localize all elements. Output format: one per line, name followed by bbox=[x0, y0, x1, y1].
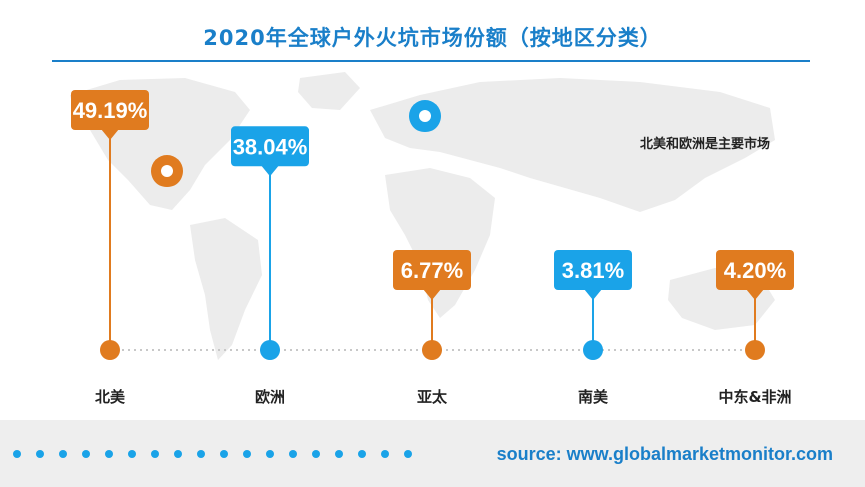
data-point bbox=[260, 340, 280, 360]
map-south-america bbox=[190, 218, 262, 360]
footer-bar: source: www.globalmarketmonitor.com bbox=[0, 420, 865, 487]
footer-dot bbox=[381, 450, 389, 458]
data-point bbox=[583, 340, 603, 360]
footer-dot bbox=[243, 450, 251, 458]
data-label: 6.77% bbox=[401, 258, 463, 283]
region-marker: 49.19% 北美 bbox=[71, 90, 149, 406]
pin-icon-hole bbox=[161, 165, 173, 177]
map-greenland bbox=[298, 72, 360, 110]
footer-dot bbox=[151, 450, 159, 458]
region-marker: 6.77% 亚太 bbox=[393, 250, 471, 406]
footer-dot bbox=[358, 450, 366, 458]
data-label: 3.81% bbox=[562, 258, 624, 283]
category-label: 南美 bbox=[578, 388, 609, 406]
data-point bbox=[422, 340, 442, 360]
footer-dot bbox=[335, 450, 343, 458]
footer-dot bbox=[266, 450, 274, 458]
footer-dot bbox=[59, 450, 67, 458]
source-text: source: www.globalmarketmonitor.com bbox=[496, 444, 833, 464]
region-marker: 38.04% 欧洲 bbox=[231, 126, 309, 406]
value-label-pointer bbox=[746, 289, 764, 300]
value-label-box bbox=[393, 250, 471, 290]
value-label-box bbox=[231, 126, 309, 167]
footer-dot bbox=[220, 450, 228, 458]
value-label-pointer bbox=[423, 289, 441, 300]
value-label-pointer bbox=[261, 165, 279, 177]
category-label: 中东&非洲 bbox=[718, 388, 791, 406]
title-underline bbox=[52, 60, 810, 62]
footer-dot bbox=[312, 450, 320, 458]
data-point bbox=[100, 340, 120, 360]
category-label: 北美 bbox=[95, 388, 126, 406]
footer-dot bbox=[36, 450, 44, 458]
value-label-pointer bbox=[101, 129, 119, 140]
category-label: 亚太 bbox=[417, 388, 448, 406]
annotation-text: 北美和欧洲是主要市场 bbox=[640, 136, 770, 152]
value-label-box bbox=[71, 90, 149, 130]
region-marker: 3.81% 南美 bbox=[554, 250, 632, 406]
pin-icon-hole bbox=[419, 110, 431, 122]
footer-dot bbox=[289, 450, 297, 458]
map-africa bbox=[385, 168, 495, 318]
footer-dot bbox=[128, 450, 136, 458]
pin-marker bbox=[409, 100, 441, 132]
footer-dot-row bbox=[13, 450, 412, 458]
data-label: 38.04% bbox=[233, 134, 308, 159]
footer-dot bbox=[82, 450, 90, 458]
value-label-pointer bbox=[584, 289, 602, 300]
value-label-box bbox=[554, 250, 632, 290]
value-label-box bbox=[716, 250, 794, 290]
chart-title: 2020年全球户外火坑市场份额（按地区分类） bbox=[203, 26, 662, 50]
data-label: 4.20% bbox=[724, 258, 786, 283]
pin-marker bbox=[151, 155, 183, 187]
category-label: 欧洲 bbox=[255, 388, 285, 406]
region-marker: 4.20% 中东&非洲 bbox=[716, 250, 794, 406]
footer-dot bbox=[197, 450, 205, 458]
footer-dot bbox=[404, 450, 412, 458]
chart-area: 49.19% 北美 38.04% 欧洲 6.77% 亚太 3.81% 南美 4.20% 中东&非洲… bbox=[70, 72, 794, 406]
footer-dot bbox=[13, 450, 21, 458]
map-eurasia bbox=[370, 78, 775, 212]
footer-dot bbox=[174, 450, 182, 458]
data-point bbox=[745, 340, 765, 360]
footer-dot bbox=[105, 450, 113, 458]
data-label: 49.19% bbox=[73, 98, 148, 123]
